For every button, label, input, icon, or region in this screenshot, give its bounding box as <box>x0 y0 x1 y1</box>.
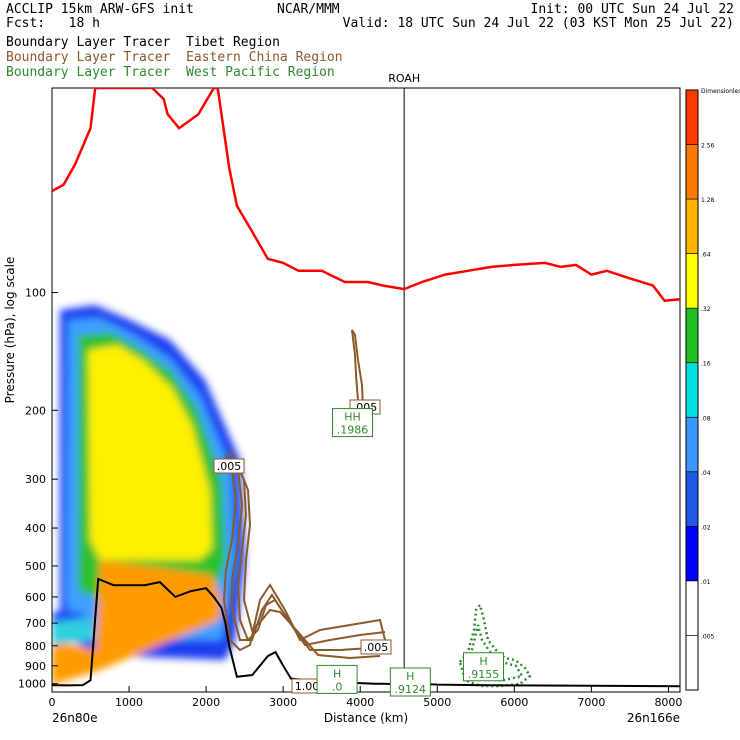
x-axis-label: Distance (km) <box>324 711 408 725</box>
colorbar-level-label: .005 <box>701 633 715 640</box>
eastern-china-contour <box>234 459 386 651</box>
contour-label: .005 <box>217 460 242 473</box>
max-annotation-value: .1986 <box>337 424 369 437</box>
colorbar-segment <box>686 362 698 418</box>
colorbar-level-label: .04 <box>701 470 711 477</box>
shade-level-blue-low <box>52 612 85 622</box>
forecast-hour: Fcst: 18 h <box>6 16 100 31</box>
legend-eastern-china: Boundary Layer Tracer Eastern China Regi… <box>6 50 343 65</box>
y-tick-label: 200 <box>25 404 46 417</box>
legend-tibet: Boundary Layer Tracer Tibet Region <box>6 35 280 50</box>
max-annotation-label: HH <box>344 411 361 424</box>
colorbar-segment <box>686 308 698 363</box>
x-tick-label: 2000 <box>192 696 220 709</box>
contour-label: 1.00 <box>295 680 320 693</box>
colorbar-level-label: 1.28 <box>701 197 715 204</box>
colorbar-level-label: .16 <box>701 361 711 368</box>
shade-level-yellow <box>88 345 212 560</box>
shade-level-cyan-low <box>52 618 95 645</box>
eastern-china-contour <box>239 469 381 660</box>
colorbar-title: Dimensionless <box>701 88 740 95</box>
max-annotation-box <box>463 652 505 682</box>
y-tick-label: 1000 <box>18 678 46 691</box>
max-annotation-label: H <box>333 667 341 680</box>
colorbar-segment <box>686 144 698 200</box>
right-endpoint: 26n166e <box>627 711 680 725</box>
y-tick-label: 300 <box>25 473 46 486</box>
max-annotation-box <box>316 664 358 694</box>
colorbar-segment <box>686 580 698 636</box>
y-tick-label: 500 <box>25 560 46 573</box>
y-tick-label: 900 <box>25 660 46 673</box>
max-annotation-value: .9155 <box>468 668 500 681</box>
y-tick-label: 700 <box>25 617 46 630</box>
legend-west-pacific: Boundary Layer Tracer West Pacific Regio… <box>6 65 335 80</box>
colorbar-level-label: .01 <box>701 579 711 586</box>
max-annotation-label: H <box>406 670 414 683</box>
valid-time: Valid: 18 UTC Sun 24 Jul 22 (03 KST Mon … <box>342 16 734 31</box>
x-tick-label: 3000 <box>269 696 297 709</box>
tibet-tracer-shading <box>52 305 245 685</box>
colorbar-level-label: .02 <box>701 524 711 531</box>
y-tick-label: 400 <box>25 522 46 535</box>
center-name: NCAR/MMM <box>277 2 340 17</box>
y-axis-label: Pressure (hPa), log scale <box>3 257 17 404</box>
colorbar-segment <box>686 90 698 145</box>
colorbar-level-label: .32 <box>701 306 711 313</box>
colorbar-segment <box>686 635 698 690</box>
y-tick-label: 600 <box>25 591 46 604</box>
max-annotation-value: .0 <box>332 680 343 693</box>
colorbar-level-label: .64 <box>701 252 711 259</box>
colorbar-segment <box>686 471 698 527</box>
plot-frame <box>51 87 681 693</box>
colorbar-segment <box>686 253 698 309</box>
colorbar-segment <box>686 199 698 254</box>
x-tick-label: 6000 <box>500 696 528 709</box>
shade-level-orange-low <box>52 560 222 685</box>
left-endpoint: 26n80e <box>52 711 98 725</box>
tropopause-line <box>52 88 680 303</box>
y-tick-label: 800 <box>25 640 46 653</box>
colorbar-frame <box>685 89 699 691</box>
x-tick-label: 5000 <box>423 696 451 709</box>
max-annotation-label: H <box>479 655 487 668</box>
x-tick-label: 7000 <box>577 696 605 709</box>
eastern-china-contour <box>222 454 386 652</box>
max-annotation-box <box>332 408 374 438</box>
contour-label: .005 <box>364 641 389 654</box>
colorbar-level-label: .08 <box>701 415 711 422</box>
roah-marker-label: ROAH <box>388 72 420 85</box>
contour-label-box <box>213 458 245 474</box>
y-tick-label: 100 <box>25 287 46 300</box>
max-annotation-value: .9124 <box>395 683 427 696</box>
x-tick-label: 8000 <box>654 696 682 709</box>
x-tick-label: 1000 <box>115 696 143 709</box>
max-annotation-box <box>389 667 431 697</box>
x-tick-label: 4000 <box>346 696 374 709</box>
x-tick-label: 0 <box>49 696 56 709</box>
init-time: Init: 00 UTC Sun 24 Jul 22 <box>530 2 735 17</box>
west-pacific-contour <box>464 624 524 682</box>
colorbar-segment <box>686 526 698 581</box>
colorbar-segment <box>686 417 698 472</box>
model-title: ACCLIP 15km ARW-GFS init <box>6 2 194 17</box>
contour-label-box <box>360 639 392 655</box>
eastern-china-contour <box>229 449 386 647</box>
colorbar-level-label: 2.56 <box>701 143 715 150</box>
